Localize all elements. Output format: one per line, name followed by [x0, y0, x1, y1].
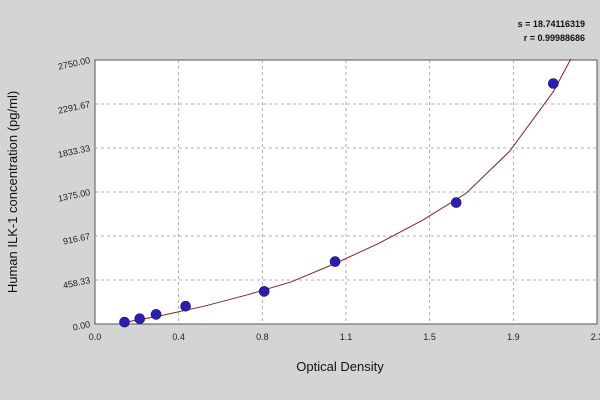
stat-s: s = 18.74116319	[518, 19, 585, 29]
y-tick-label: 2750.00	[57, 55, 91, 72]
data-point	[547, 78, 559, 89]
data-points	[119, 78, 559, 328]
y-tick-label: 0.00	[72, 319, 91, 332]
stat-r: r = 0.99988686	[524, 33, 585, 43]
x-tick-label: 1.5	[423, 332, 436, 342]
data-point	[119, 316, 130, 328]
data-point	[258, 286, 270, 297]
x-tick-label: 0.0	[89, 332, 102, 342]
grid	[95, 60, 597, 324]
data-point	[329, 256, 341, 267]
y-tick-label: 1833.33	[57, 143, 91, 160]
y-axis-ticks: 0.00 458.33 916.67 1375.00 1833.33 2291.67 275…	[57, 55, 91, 332]
data-point	[150, 309, 162, 320]
y-axis-title: Human ILK-1 concentration (pg/ml)	[5, 91, 20, 293]
x-tick-label: 0.8	[256, 332, 269, 342]
y-tick-label: 458.33	[62, 275, 91, 291]
x-tick-label: 2.3	[591, 332, 600, 342]
x-axis-ticks: 0.0 0.4 0.8 1.1 1.5 1.9 2.3	[89, 332, 600, 342]
data-point	[134, 313, 145, 325]
data-point	[450, 197, 462, 208]
y-tick-label: 2291.67	[57, 99, 91, 116]
x-axis-title: Optical Density	[296, 359, 384, 374]
fit-curve	[121, 58, 572, 324]
x-tick-label: 0.4	[172, 332, 185, 342]
x-tick-label: 1.1	[340, 332, 353, 342]
x-tick-label: 1.9	[507, 332, 520, 342]
y-tick-label: 1375.00	[57, 187, 91, 204]
y-tick-label: 916.67	[62, 231, 91, 247]
data-point	[180, 300, 191, 312]
